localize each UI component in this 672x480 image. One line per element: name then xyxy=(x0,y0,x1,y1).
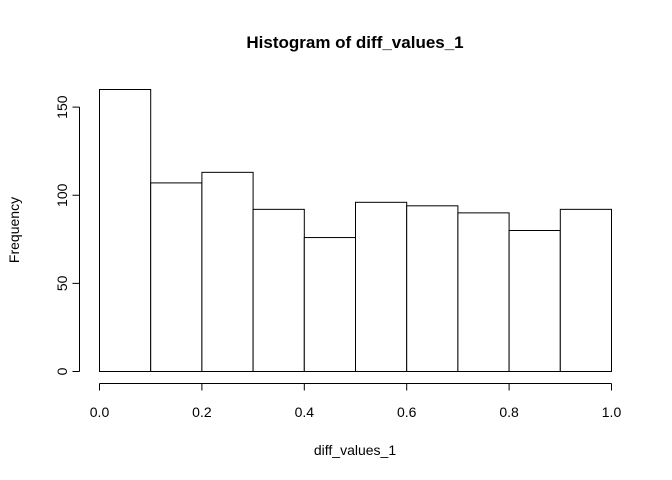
x-tick-label: 0.8 xyxy=(499,404,519,420)
x-tick-label: 0.6 xyxy=(397,404,417,420)
chart-title: Histogram of diff_values_1 xyxy=(246,33,463,52)
y-tick-label: 150 xyxy=(54,95,70,119)
histogram-bar xyxy=(406,205,459,372)
x-axis-label: diff_values_1 xyxy=(314,442,396,458)
histogram-bar xyxy=(201,171,254,372)
histogram-bar xyxy=(457,212,510,372)
histogram-bar xyxy=(303,237,356,372)
histogram-bar xyxy=(559,208,612,372)
x-tick-label: 0.2 xyxy=(192,404,212,420)
histogram-bar xyxy=(252,208,305,372)
x-tick-label: 0.4 xyxy=(295,404,315,420)
y-tick-label: 100 xyxy=(54,183,70,207)
y-tick-label: 50 xyxy=(54,275,70,291)
histogram-bar xyxy=(508,230,561,372)
histogram-bar xyxy=(99,89,152,372)
bars-group xyxy=(99,89,612,372)
y-tick-label: 0 xyxy=(54,367,70,375)
y-axis-label: Frequency xyxy=(6,197,22,263)
x-tick-label: 0.0 xyxy=(90,404,110,420)
x-axis: 0.0 0.2 0.4 0.6 0.8 1.0 xyxy=(90,383,622,420)
histogram-bar xyxy=(150,182,203,372)
histogram-bar xyxy=(355,201,408,372)
x-tick-label: 1.0 xyxy=(602,404,622,420)
y-axis: 0 50 100 150 xyxy=(54,95,80,375)
